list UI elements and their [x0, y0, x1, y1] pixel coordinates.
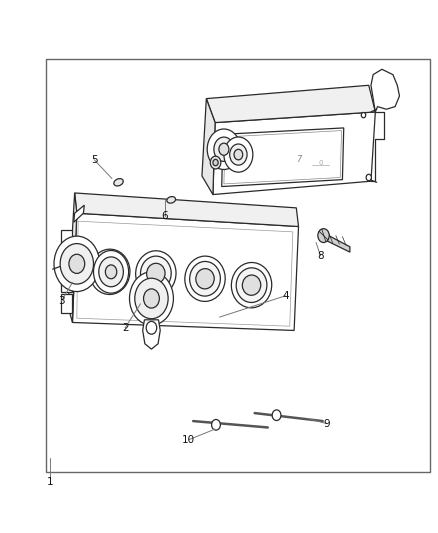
Polygon shape	[77, 221, 292, 326]
Text: 3: 3	[58, 296, 65, 306]
Circle shape	[60, 244, 93, 284]
Polygon shape	[61, 294, 72, 313]
Polygon shape	[68, 193, 77, 322]
Ellipse shape	[146, 263, 165, 284]
Circle shape	[93, 251, 128, 293]
Text: 7: 7	[295, 156, 300, 164]
Circle shape	[212, 159, 218, 166]
Circle shape	[69, 254, 85, 273]
Circle shape	[317, 229, 328, 243]
Text: 1: 1	[47, 478, 54, 487]
Ellipse shape	[135, 251, 176, 296]
Ellipse shape	[89, 249, 130, 295]
Ellipse shape	[140, 256, 171, 291]
Polygon shape	[72, 213, 298, 330]
Circle shape	[360, 112, 365, 118]
Text: 5: 5	[91, 155, 98, 165]
Ellipse shape	[236, 268, 266, 303]
Circle shape	[129, 272, 173, 325]
Circle shape	[99, 257, 123, 287]
Circle shape	[143, 289, 159, 308]
Circle shape	[105, 265, 117, 279]
Text: 6: 6	[161, 211, 168, 221]
Circle shape	[54, 236, 99, 292]
Circle shape	[272, 410, 280, 421]
Ellipse shape	[113, 179, 123, 186]
Bar	[46, 59, 429, 472]
Circle shape	[146, 321, 156, 334]
Ellipse shape	[242, 275, 260, 295]
Ellipse shape	[94, 254, 125, 289]
Polygon shape	[370, 69, 399, 112]
Text: 9: 9	[323, 419, 330, 429]
Polygon shape	[322, 232, 349, 252]
Polygon shape	[223, 131, 341, 184]
Ellipse shape	[231, 262, 271, 308]
Polygon shape	[212, 112, 374, 195]
Polygon shape	[61, 230, 72, 249]
Ellipse shape	[195, 269, 214, 289]
Circle shape	[229, 144, 247, 165]
Text: 2: 2	[121, 323, 128, 333]
Text: 4: 4	[281, 291, 288, 301]
Ellipse shape	[166, 197, 175, 203]
Text: 10: 10	[182, 435, 195, 445]
Ellipse shape	[189, 261, 220, 296]
Circle shape	[211, 419, 220, 430]
Circle shape	[223, 137, 252, 172]
Circle shape	[219, 143, 228, 155]
Text: 0: 0	[318, 159, 322, 166]
Ellipse shape	[100, 262, 119, 282]
Polygon shape	[142, 320, 160, 349]
Polygon shape	[221, 128, 343, 187]
Polygon shape	[61, 273, 72, 292]
Ellipse shape	[184, 256, 225, 302]
Polygon shape	[61, 252, 72, 271]
Circle shape	[210, 156, 220, 169]
Polygon shape	[74, 193, 298, 227]
Polygon shape	[206, 85, 374, 123]
Circle shape	[134, 278, 168, 319]
Circle shape	[365, 174, 371, 181]
Circle shape	[207, 129, 240, 169]
Polygon shape	[201, 99, 215, 195]
Text: 8: 8	[316, 251, 323, 261]
Polygon shape	[74, 205, 84, 222]
Circle shape	[233, 149, 242, 160]
Circle shape	[213, 137, 233, 161]
